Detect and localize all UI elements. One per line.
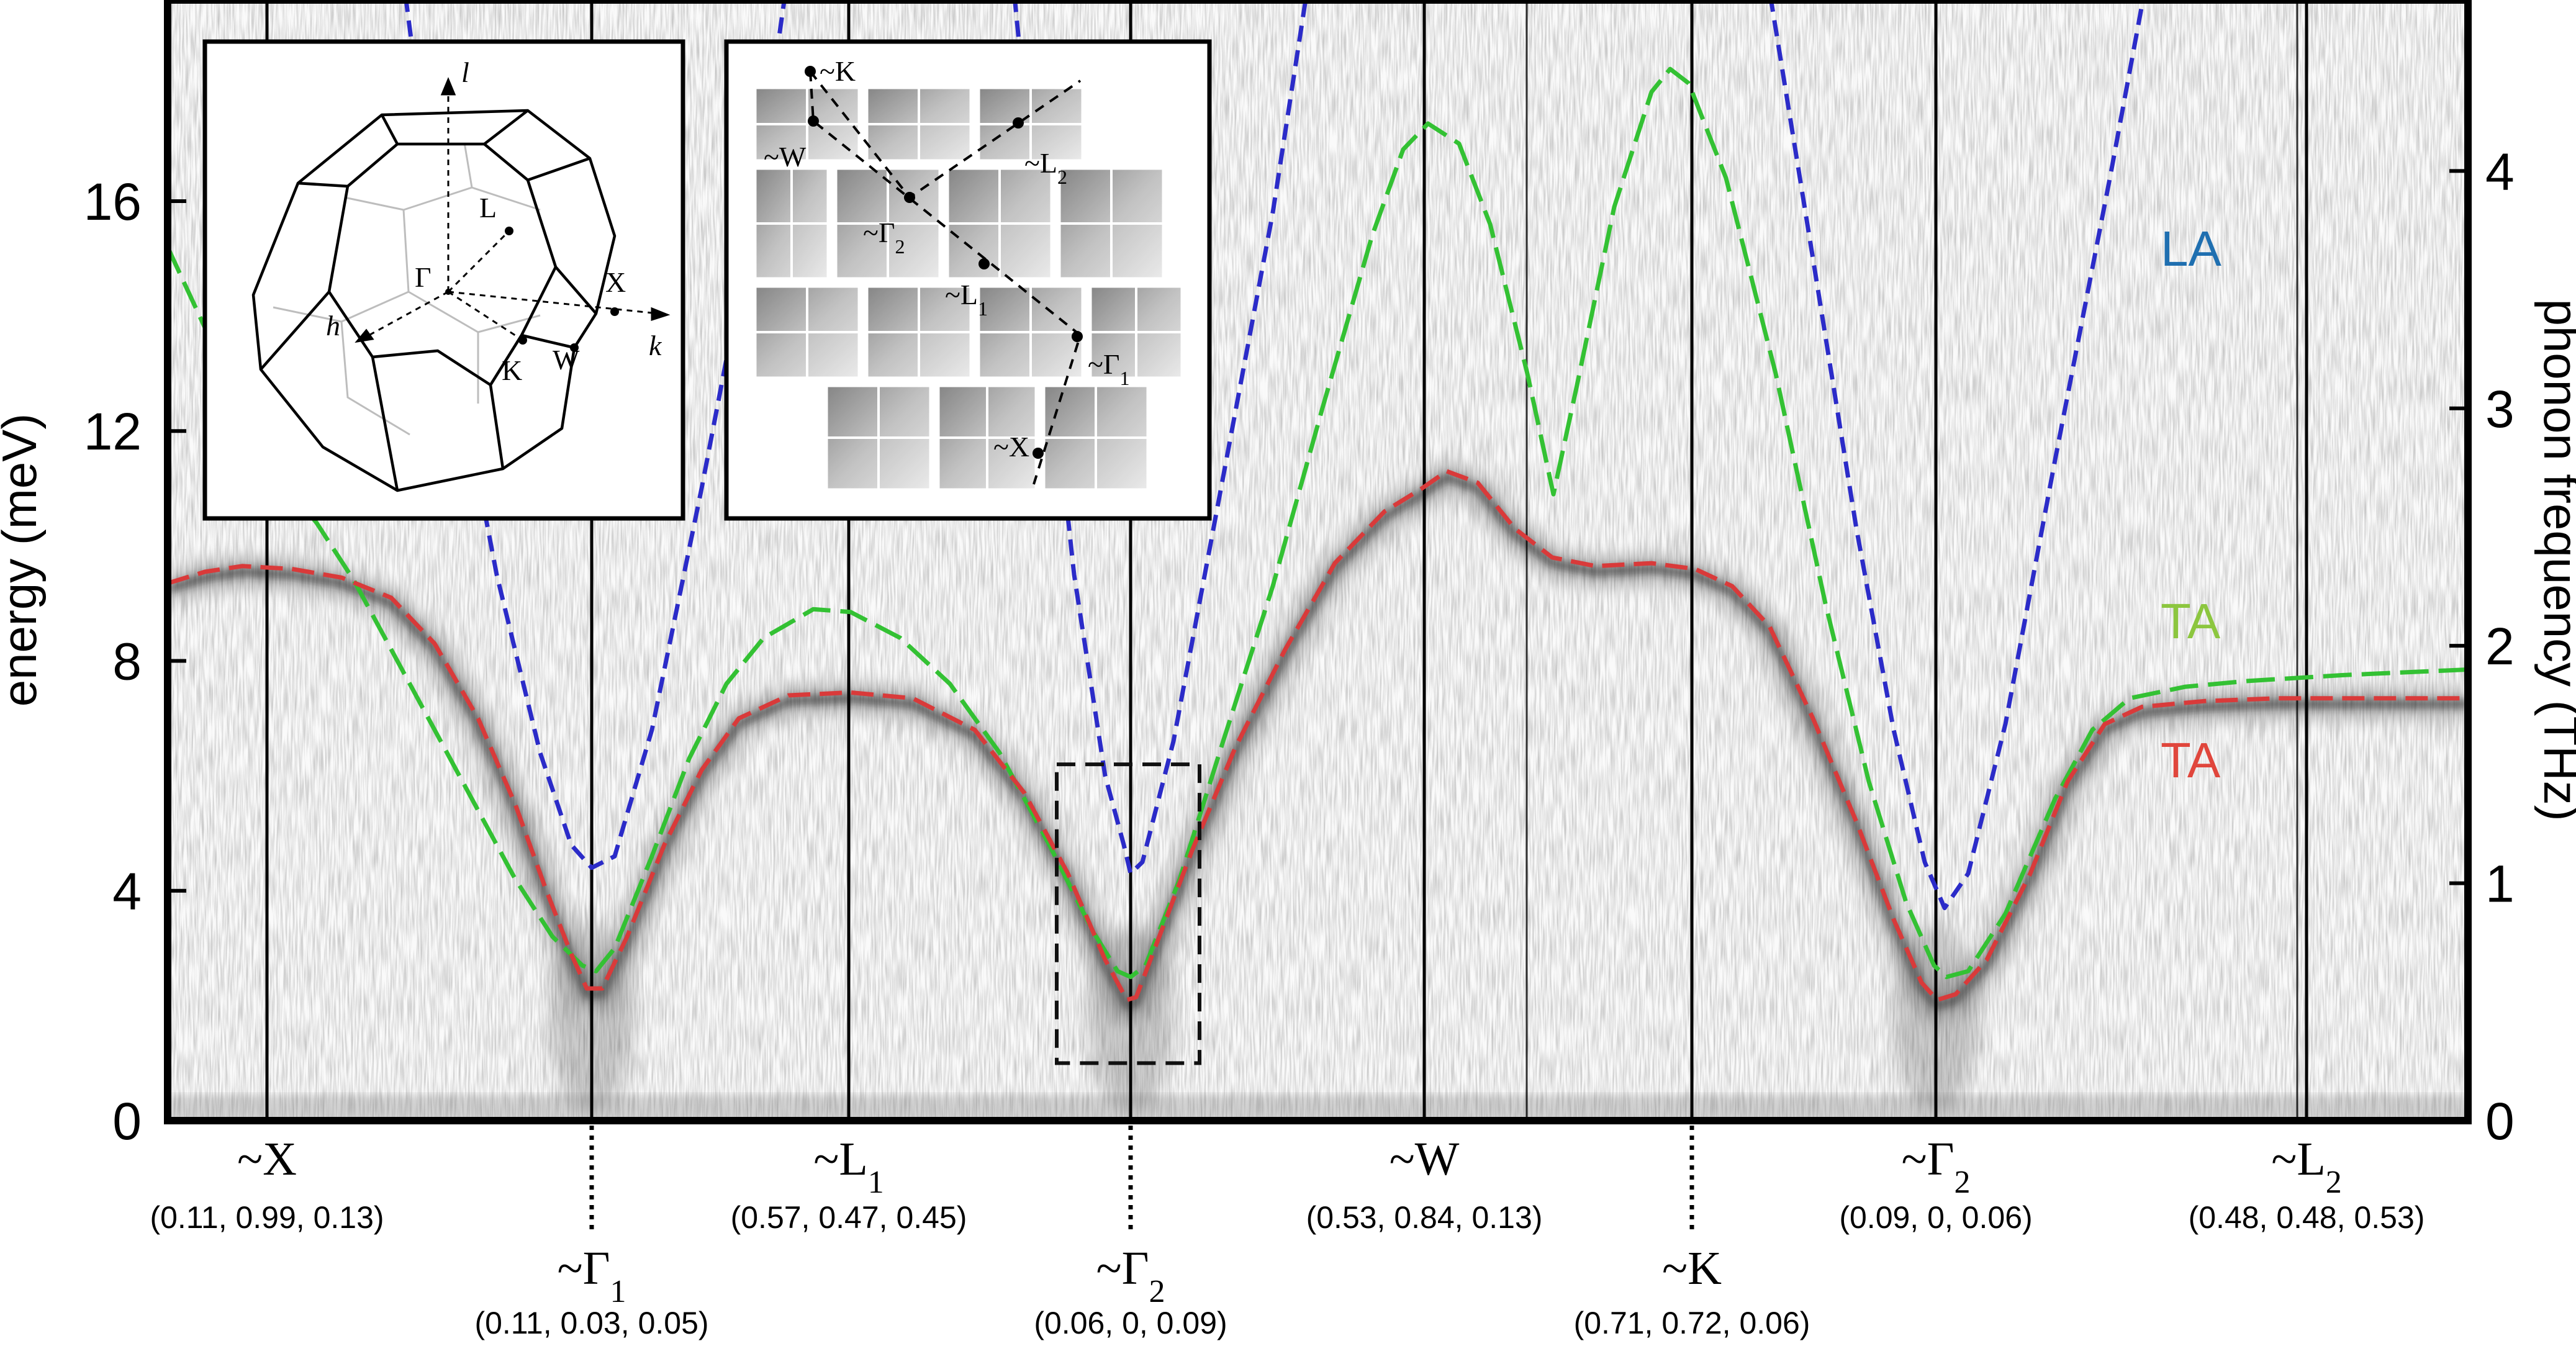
- bz-point-gamma: Γ: [415, 261, 432, 293]
- point-label-4: ~W: [1390, 1133, 1460, 1185]
- point-label-3: ~Γ2: [1096, 1242, 1165, 1309]
- y-tick-label-left-2: 8: [112, 632, 142, 690]
- point-coord-7: (0.48, 0.48, 0.53): [2189, 1200, 2425, 1235]
- y-tick-label-left-1: 4: [112, 862, 142, 921]
- point-coord-2: (0.57, 0.47, 0.45): [731, 1200, 967, 1235]
- plot-frame: [164, 0, 2472, 1124]
- branch-label-ta-red: TA: [2161, 733, 2221, 788]
- y-tick-label-right-3: 3: [2485, 380, 2515, 438]
- branch-label-la: LA: [2161, 221, 2221, 276]
- point-label-1: ~Γ1: [557, 1242, 626, 1309]
- point-label-7: ~L2: [2271, 1133, 2342, 1200]
- y-axis-left: 0 4 8 12 16: [84, 173, 186, 1150]
- dividers: [265, 0, 2308, 1232]
- detector-label-0: ~K: [820, 55, 856, 87]
- y-axis-title-right: phonon frequency (THz): [2534, 299, 2576, 821]
- point-label-0: ~X: [237, 1133, 297, 1185]
- y-tick-label-left-3: 12: [84, 402, 142, 461]
- y-tick-label-left-0: 0: [112, 1092, 142, 1150]
- point-label-sub-1: 1: [610, 1274, 626, 1309]
- elastic-line: [168, 1095, 2468, 1121]
- brillouin-zone-inset: l h k Γ L X K W: [202, 39, 685, 521]
- point-coord-6: (0.09, 0, 0.06): [1839, 1200, 2032, 1235]
- detector-label-6: ~X: [993, 431, 1029, 463]
- y-tick-label-right-2: 2: [2485, 617, 2515, 675]
- y-tick-label-right-4: 4: [2485, 142, 2515, 201]
- detector-label-sub-2: 2: [1057, 166, 1067, 188]
- detector-label-sub-4: 1: [978, 297, 988, 320]
- detector-map-inset: ~K~W ~L2~Γ2~L1~Γ1~X: [724, 39, 1212, 521]
- cutout-rect: [1055, 762, 1201, 1065]
- point-coord-0: (0.11, 0.99, 0.13): [150, 1200, 384, 1235]
- branch-label-ta-green: TA: [2161, 594, 2221, 649]
- series-ta-1-segment-0: [168, 66, 2468, 980]
- point-label-6: ~Γ2: [1901, 1133, 1970, 1200]
- detector-label-sub-3: 2: [895, 235, 905, 258]
- y-axis-title-left: energy (meV): [0, 413, 47, 707]
- point-label-2: ~L1: [813, 1133, 884, 1200]
- bz-axis-h: h: [326, 310, 340, 341]
- y-axis-right: 0 1 2 3 4: [2449, 142, 2515, 1150]
- x-axis-point-labels: ~X (0.11, 0.99, 0.13) ~Γ1(0.11, 0.03, 0.05…: [150, 1133, 2425, 1340]
- bz-axis-l: l: [461, 56, 469, 88]
- bz-point-w: W: [553, 344, 580, 376]
- series-ta-2-segment-0: [168, 469, 2468, 1003]
- y-tick-label-left-4: 16: [84, 173, 142, 231]
- bz-point-l: L: [479, 192, 497, 224]
- point-label-5: ~K: [1662, 1242, 1722, 1294]
- bz-point-x: X: [605, 266, 626, 298]
- point-label-sub-2: 1: [868, 1165, 884, 1200]
- point-coord-5: (0.71, 0.72, 0.06): [1574, 1306, 1810, 1340]
- point-coord-3: (0.06, 0, 0.09): [1034, 1306, 1227, 1340]
- detector-tiles: [752, 84, 1185, 493]
- series-la-0-segment-2: [1768, 0, 2145, 910]
- bz-point-k: K: [502, 355, 522, 386]
- y-tick-label-right-1: 1: [2485, 855, 2515, 913]
- point-label-sub-7: 2: [2326, 1165, 2342, 1200]
- detector-label-1: ~W: [764, 141, 807, 173]
- cutout-box: [1055, 762, 1201, 1065]
- point-label-sub-3: 2: [1149, 1274, 1165, 1309]
- point-coord-4: (0.53, 0.84, 0.13): [1306, 1200, 1543, 1235]
- point-label-sub-6: 2: [1955, 1165, 1971, 1200]
- detector-label-sub-5: 1: [1119, 367, 1129, 389]
- point-coord-1: (0.11, 0.03, 0.05): [474, 1306, 708, 1340]
- y-tick-label-right-0: 0: [2485, 1092, 2515, 1150]
- bz-axis-k: k: [649, 330, 662, 361]
